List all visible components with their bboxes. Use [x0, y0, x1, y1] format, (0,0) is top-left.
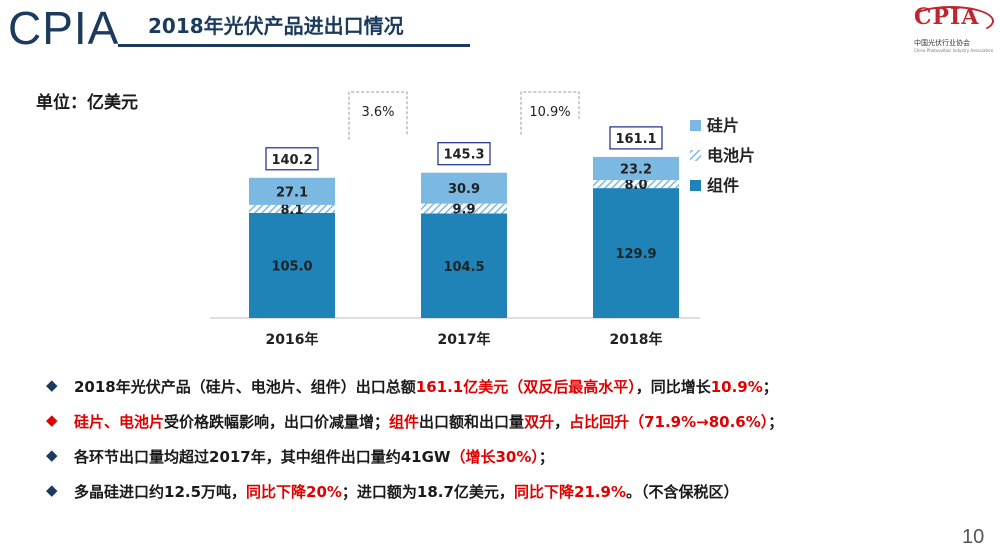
export-bar-chart: 105.0 8.1 27.1 2016年 140.2 104.5 9.9 30.9 2017年 1…: [210, 91, 755, 348]
total-label: 140.2: [271, 153, 312, 168]
x-tick-label: 2017年: [438, 331, 491, 348]
bullet-text: 2018年光伏产品（硅片、电池片、组件）出口总额161.1亿美元（双反后最高水平…: [74, 378, 778, 396]
logo-org-subtext: China Photovoltaic Industry Association: [914, 48, 994, 53]
bar-cell-3: [593, 180, 679, 189]
slide-title: 2018年光伏产品进出口情况: [148, 14, 404, 38]
bar-module-1: [249, 213, 335, 318]
bar-cell-2: [421, 203, 507, 214]
bar-wafer-1: [249, 177, 335, 205]
diamond-bullet-icon: ◆: [46, 481, 58, 499]
association-logo: CPIA 中国光伏行业协会 China Photovoltaic Industr…: [900, 0, 996, 58]
data-label: 104.5: [443, 260, 484, 275]
bullet-1: ◆ 2018年光伏产品（硅片、电池片、组件）出口总额161.1亿美元（双反后最高…: [46, 372, 986, 407]
page-number: 10: [962, 526, 985, 548]
unit-label: 单位：亿美元: [36, 93, 138, 113]
diamond-bullet-icon: ◆: [46, 376, 58, 394]
growth-label: 10.9%: [529, 105, 570, 120]
total-box: [265, 147, 319, 171]
bar-cell-1: [249, 204, 335, 213]
total-box: [609, 126, 663, 150]
bullet-text: 多晶硅进口约12.5万吨，同比下降20%；进口额为18.7亿美元，同比下降21.…: [74, 483, 739, 501]
bullet-text: 各环节出口量均超过2017年，其中组件出口量约41GW（增长30%）；: [74, 448, 554, 466]
growth-label: 3.6%: [361, 105, 394, 120]
data-label: 105.0: [271, 260, 312, 275]
data-label: 27.1: [276, 185, 308, 200]
growth-bracket: [348, 91, 408, 140]
bar-wafer-3: [593, 156, 679, 181]
legend-swatch: [690, 120, 701, 131]
bullet-4: ◆ 多晶硅进口约12.5万吨，同比下降20%；进口额为18.7亿美元，同比下降2…: [46, 477, 986, 512]
bullet-3: ◆ 各环节出口量均超过2017年，其中组件出口量约41GW（增长30%）；: [46, 442, 986, 477]
bar-module-3: [593, 188, 679, 318]
x-tick-label: 2018年: [610, 331, 663, 348]
logo-org-name: 中国光伏行业协会: [914, 39, 970, 47]
data-label: 8.0: [624, 178, 647, 193]
logo-swoosh: [908, 6, 994, 36]
legend-label: 电池片: [707, 146, 755, 165]
total-box: [437, 142, 491, 166]
growth-bracket: [520, 91, 580, 135]
legend-swatch: [690, 180, 701, 191]
diamond-bullet-icon: ◆: [46, 411, 58, 429]
x-tick-label: 2016年: [266, 331, 319, 348]
data-label: 30.9: [448, 182, 480, 197]
summary-bullets: ◆ 2018年光伏产品（硅片、电池片、组件）出口总额161.1亿美元（双反后最高…: [46, 372, 986, 512]
data-label: 23.2: [620, 163, 652, 178]
legend-label: 组件: [707, 176, 739, 195]
data-label: 9.9: [452, 203, 475, 218]
bar-module-2: [421, 213, 507, 318]
title-underline: [118, 44, 470, 47]
total-label: 161.1: [615, 132, 656, 147]
data-label: 129.9: [615, 247, 656, 262]
legend-label: 硅片: [707, 116, 739, 135]
logo-letters: CPIA: [914, 4, 980, 30]
total-label: 145.3: [443, 148, 484, 163]
bullet-text: 硅片、电池片受价格跌幅影响，出口价减量增；组件出口额和出口量双升，占比回升（71…: [74, 413, 784, 431]
data-label: 8.1: [280, 203, 303, 218]
diamond-bullet-icon: ◆: [46, 446, 58, 464]
bullet-2: ◆ 硅片、电池片受价格跌幅影响，出口价减量增；组件出口额和出口量双升，占比回升（…: [46, 407, 986, 442]
legend-swatch: [690, 150, 701, 161]
cpia-brand: CPIA: [8, 2, 120, 54]
bar-wafer-2: [421, 172, 507, 204]
